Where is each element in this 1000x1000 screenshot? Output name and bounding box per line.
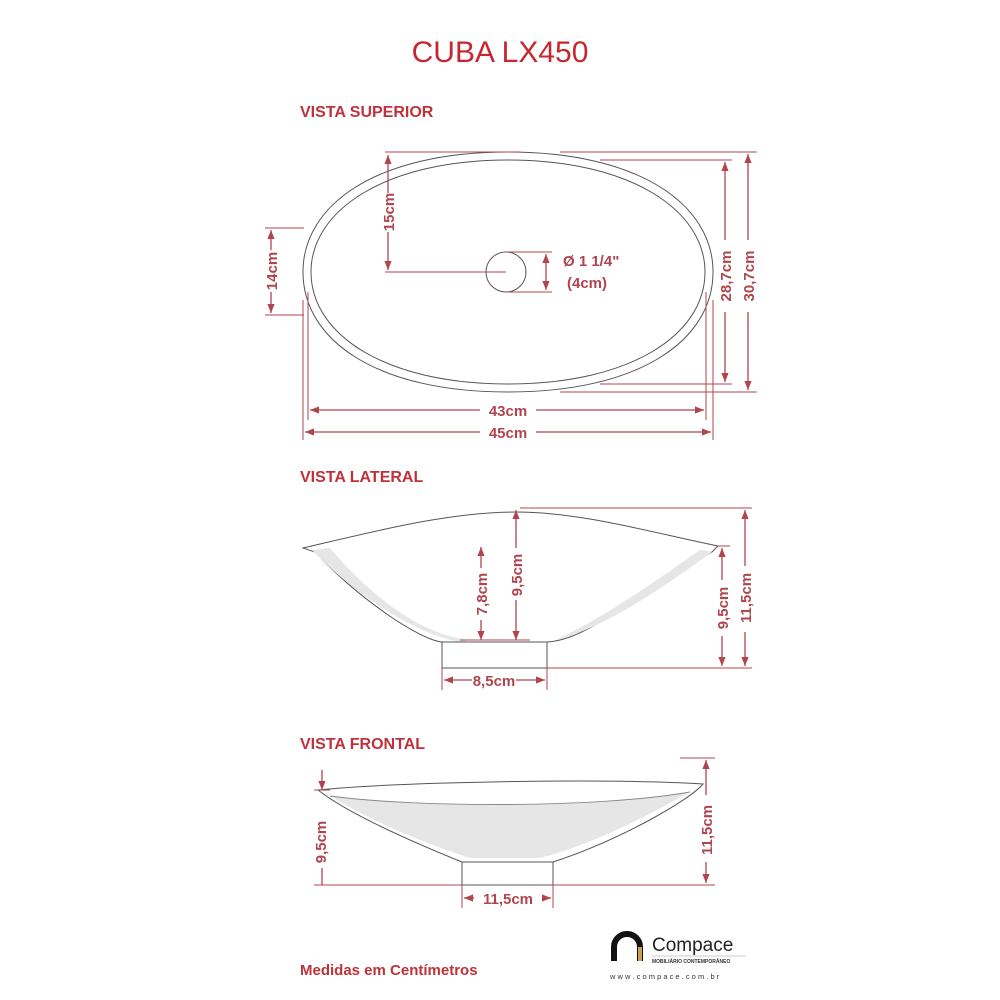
lateral-view [301,511,720,669]
dim-inner-height: 7,8cm [474,573,491,616]
dim-base-width-frontal: 11,5cm [483,891,533,908]
page-title: CUBA LX450 [412,36,589,69]
compace-logo: Compace MOBILIÁRIO CONTEMPORÂNEO w w w .… [609,931,746,981]
dim-drain-diameter-cm: (4cm) [567,275,607,292]
top-dimensions: 15cm Ø 1 1/4" (4cm) 28,7cm 30,7cm 14cm 4… [264,151,758,442]
dim-outer-width: 45cm [489,425,527,442]
dim-inner-width: 43cm [489,403,527,420]
dim-right-height: 11,5cm [699,805,716,855]
dim-total-height: 11,5cm [738,573,755,623]
section-label-lateral: VISTA LATERAL [300,469,423,486]
section-label-top: VISTA SUPERIOR [300,104,434,121]
logo-url: w w w . c o m p a c e . c o m . b r [609,972,720,981]
frontal-view [316,780,705,886]
dim-center-height: 9,5cm [509,554,526,597]
lateral-dimensions: 7,8cm 9,5cm 9,5cm 11,5cm 8,5cm [441,507,755,690]
dim-outer-depth: 30,7cm [741,251,758,302]
section-label-frontal: VISTA FRONTAL [300,736,425,753]
dim-drain-diameter: Ø 1 1/4" [563,253,619,270]
dim-base-width-lateral: 8,5cm [473,673,516,690]
logo-name: Compace [652,935,733,956]
footer-note: Medidas em Centímetros [300,962,478,979]
dim-side-height: 14cm [264,252,281,290]
dim-left-height: 9,5cm [313,821,330,864]
dim-edge-height: 9,5cm [715,587,732,630]
dim-drain-offset: 15cm [381,193,398,231]
top-view [302,151,714,393]
logo-tagline: MOBILIÁRIO CONTEMPORÂNEO [652,958,730,965]
dim-inner-depth: 28,7cm [718,251,735,302]
frontal-dimensions: 9,5cm 11,5cm 11,5cm [313,757,716,908]
